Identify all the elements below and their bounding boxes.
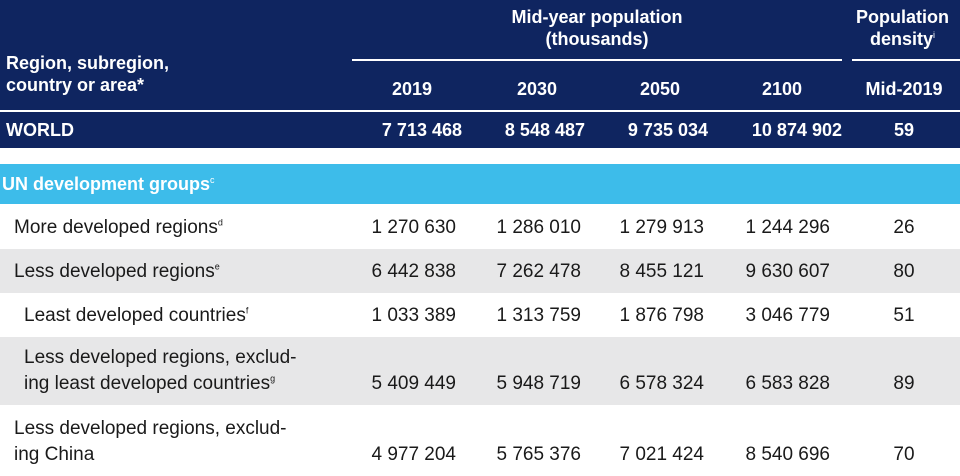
year-header-2050: 2050 (639, 79, 681, 99)
year-header-2030: 2030 (516, 79, 558, 99)
row-density: 70 (893, 444, 915, 465)
section-heading-text: UN development groupsc (2, 173, 215, 195)
density-footnote-mark: i (933, 30, 936, 40)
row-value-2019: 1 270 630 (371, 217, 456, 238)
row-value-2030: 1 313 759 (496, 305, 581, 326)
world-value-2100: 10 874 902 (751, 120, 842, 140)
row-value-2100: 3 046 779 (745, 305, 830, 326)
year-header-2019: 2019 (391, 79, 433, 99)
density-header: Population densityi (845, 6, 960, 50)
row-value-2050: 6 578 324 (619, 373, 704, 394)
density-header-text: density (869, 29, 934, 49)
row-value-2100: 6 583 828 (745, 373, 830, 394)
table-header: Region, subregion, country or area* Mid-… (0, 0, 960, 110)
row-label-line: Less developed regions, exclud- (14, 418, 287, 439)
row-value-2050: 7 021 424 (619, 444, 704, 465)
midyear-population-header: Mid-year population (thousands) (352, 6, 842, 50)
row-label-line: Least developed countriesf (24, 305, 249, 326)
row-label: Less developed regions, exclud-ing least… (24, 345, 297, 397)
table-row: Less developed regions, exclud-ing least… (0, 337, 960, 405)
table-row: More developed regionsd 1 270 630 1 286 01… (0, 205, 960, 249)
row-value-2050: 1 876 798 (619, 305, 704, 326)
density-header-line-2: densityi (845, 28, 960, 50)
row-value-2019: 4 977 204 (371, 444, 456, 465)
section-label: UN development groups (2, 174, 211, 194)
world-value-2050: 9 735 034 (627, 120, 708, 140)
row-value-2050: 8 455 121 (619, 261, 704, 282)
world-value-2030: 8 548 487 (504, 120, 585, 140)
row-value-2030: 5 765 376 (496, 444, 581, 465)
row-footnote-mark: g (270, 373, 276, 384)
midyear-header-line-2: (thousands) (545, 29, 649, 49)
table-row: Less developed regions, exclud-ing China… (0, 405, 960, 476)
row-footnote-mark: d (217, 217, 223, 228)
row-density: 26 (893, 217, 915, 238)
world-density: 59 (893, 120, 915, 140)
row-density: 51 (893, 305, 915, 326)
row-density: 89 (893, 373, 915, 394)
row-value-2050: 1 279 913 (619, 217, 704, 238)
row-footnote-mark: e (214, 261, 220, 272)
row-label: Less developed regionse (14, 259, 220, 285)
row-value-2019: 6 442 838 (371, 261, 456, 282)
density-header-rule (852, 59, 960, 61)
midyear-header-rule (352, 59, 842, 61)
region-column-header: Region, subregion, country or area* (6, 52, 266, 96)
world-row: WORLD 7 713 468 8 548 487 9 735 034 10 8… (0, 112, 960, 148)
world-label: WORLD (6, 120, 74, 140)
table-row: Least developed countriesf 1 033 389 1 313… (0, 293, 960, 337)
region-header-line-1: Region, subregion, (6, 53, 170, 73)
section-heading: UN development groupsc (0, 164, 960, 204)
row-label-line: Less developed regions, exclud- (24, 347, 297, 368)
row-label: More developed regionsd (14, 215, 223, 241)
world-value-2019: 7 713 468 (381, 120, 462, 140)
row-value-2030: 5 948 719 (496, 373, 581, 394)
row-value-2030: 1 286 010 (496, 217, 581, 238)
row-label-line: ing China (14, 444, 95, 465)
year-header-2100: 2100 (761, 79, 803, 99)
row-label-line: Less developed regionse (14, 261, 220, 282)
density-year-header: Mid-2019 (865, 79, 943, 99)
row-label-line: ing least developed countriesg (24, 373, 276, 394)
midyear-header-line-1: Mid-year population (511, 7, 683, 27)
row-value-2100: 9 630 607 (745, 261, 830, 282)
row-label: Least developed countriesf (24, 303, 248, 329)
row-density: 80 (893, 261, 915, 282)
row-label: Less developed regions, exclud-ing China (14, 416, 287, 468)
region-header-line-2: country or area* (6, 75, 145, 95)
row-value-2100: 8 540 696 (745, 444, 830, 465)
section-footnote-mark: c (210, 175, 215, 185)
row-label-line: More developed regionsd (14, 217, 223, 238)
row-value-2030: 7 262 478 (496, 261, 581, 282)
row-footnote-mark: f (245, 305, 249, 316)
table-row: Less developed regionse 6 442 838 7 262 47… (0, 249, 960, 293)
density-header-line-1: Population (856, 7, 949, 27)
row-value-2100: 1 244 296 (745, 217, 830, 238)
row-value-2019: 1 033 389 (371, 305, 456, 326)
row-value-2019: 5 409 449 (371, 373, 456, 394)
